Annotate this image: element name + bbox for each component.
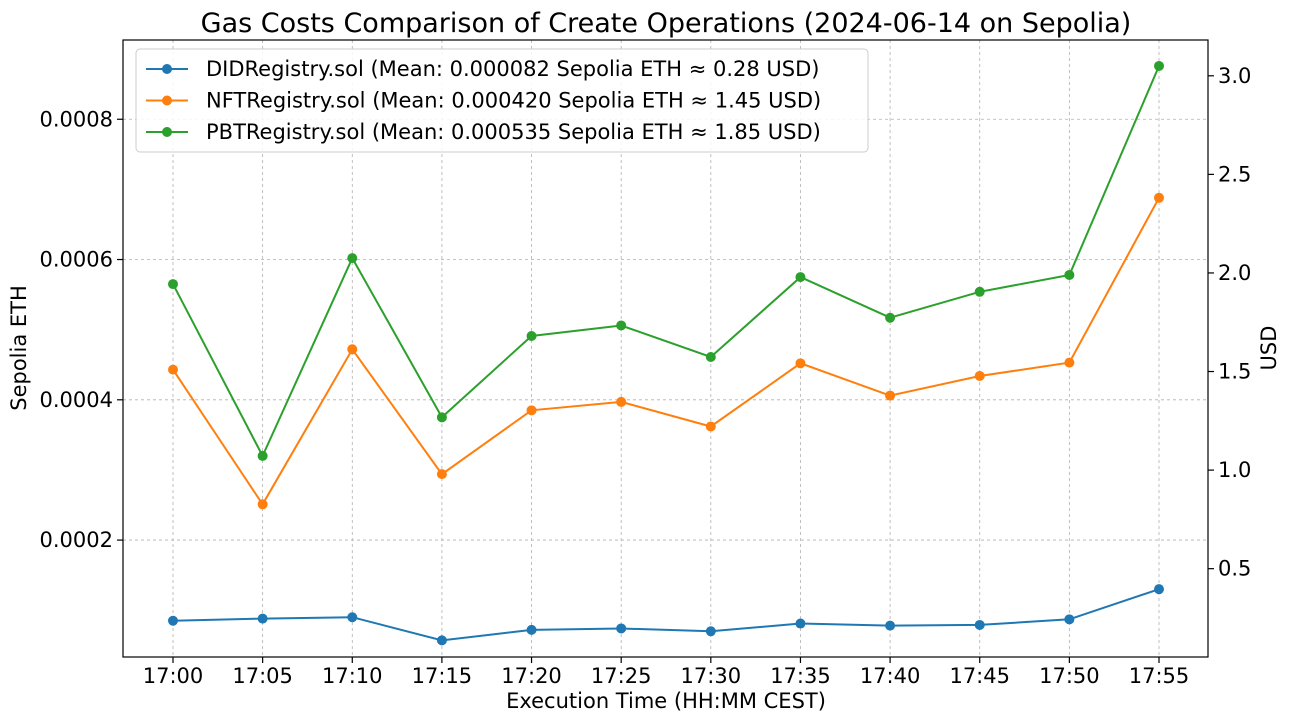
x-axis-label: Execution Time (HH:MM CEST)	[506, 689, 826, 713]
legend-item: NFTRegistry.sol (Mean: 0.000420 Sepolia …	[146, 89, 821, 113]
series-line	[172, 65, 1160, 459]
x-tick-label: 17:05	[232, 664, 293, 688]
y2-tick-label: 0.5	[1218, 557, 1251, 581]
legend-label: PBTRegistry.sol (Mean: 0.000535 Sepolia …	[206, 120, 821, 144]
x-tick-label: 17:40	[860, 664, 921, 688]
y2-tick-label: 1.5	[1218, 360, 1251, 384]
data-point	[526, 330, 537, 341]
x-axis: 17:00 17:05 17:10 17:15 17:20 17:25 17:30 17:35…	[143, 657, 1190, 688]
data-point	[795, 618, 806, 629]
data-point	[1064, 269, 1075, 280]
y-axis-label: Sepolia ETH	[7, 285, 31, 411]
data-point	[436, 412, 447, 423]
data-point	[705, 421, 716, 432]
x-tick-label: 17:55	[1129, 664, 1190, 688]
series-line	[172, 197, 1160, 507]
data-point	[795, 358, 806, 369]
y-tick-label: 0.0008	[40, 107, 113, 131]
y2-tick-label: 3.0	[1218, 64, 1251, 88]
data-point	[1064, 614, 1075, 625]
legend-marker	[162, 64, 172, 74]
data-point	[168, 279, 178, 290]
data-point	[1154, 584, 1164, 595]
data-point	[616, 320, 627, 331]
series-3	[168, 60, 1164, 461]
x-tick-label: 17:35	[770, 664, 831, 688]
x-tick-label: 17:15	[412, 664, 473, 688]
legend-item: DIDRegistry.sol (Mean: 0.000082 Sepolia …	[146, 57, 820, 81]
legend-label: NFTRegistry.sol (Mean: 0.000420 Sepolia …	[206, 89, 821, 113]
data-point	[436, 635, 447, 646]
legend-marker	[162, 127, 172, 137]
y-tick-label: 0.0006	[40, 248, 113, 272]
data-point	[168, 615, 178, 626]
series-1	[168, 584, 1164, 646]
data-point	[257, 613, 268, 624]
data-point	[168, 364, 178, 375]
x-tick-label: 17:25	[591, 664, 652, 688]
data-point	[526, 624, 537, 635]
x-tick-label: 17:00	[143, 664, 204, 688]
legend-item: PBTRegistry.sol (Mean: 0.000535 Sepolia …	[146, 120, 821, 144]
data-point	[257, 499, 268, 510]
data-point	[526, 405, 537, 416]
data-point	[1064, 357, 1075, 368]
chart-title: Gas Costs Comparison of Create Operation…	[201, 8, 1132, 39]
data-point	[616, 623, 627, 634]
plot-frame	[122, 39, 1209, 658]
data-point	[885, 312, 896, 323]
data-point	[436, 469, 447, 480]
data-point	[257, 450, 268, 461]
data-point	[795, 272, 806, 283]
data-point	[974, 619, 985, 630]
y2-axis-label: USD	[1257, 326, 1281, 371]
y2-tick-label: 2.0	[1218, 261, 1251, 285]
data-point	[347, 253, 358, 264]
data-point	[1154, 192, 1164, 203]
data-point	[974, 370, 985, 381]
x-tick-label: 17:45	[949, 664, 1010, 688]
y2-tick-label: 1.0	[1218, 458, 1251, 482]
x-tick-label: 17:10	[322, 664, 383, 688]
data-point	[885, 620, 896, 631]
legend-label: DIDRegistry.sol (Mean: 0.000082 Sepolia …	[206, 57, 820, 81]
series-2	[168, 192, 1164, 510]
data-point	[974, 286, 985, 297]
legend: DIDRegistry.sol (Mean: 0.000082 Sepolia …	[135, 48, 869, 153]
data-point	[885, 390, 896, 401]
data-point	[347, 612, 358, 623]
legend-marker	[162, 95, 172, 106]
x-tick-label: 17:30	[681, 664, 742, 688]
legend-box	[135, 48, 869, 153]
y-axis-left: 0.0002 0.0004 0.0006 0.0008	[40, 107, 123, 552]
data-point	[705, 352, 716, 363]
series-line	[172, 588, 1160, 642]
series-layer	[168, 60, 1164, 646]
x-tick-label: 17:50	[1039, 664, 1100, 688]
y2-tick-label: 2.5	[1218, 162, 1251, 186]
y-tick-label: 0.0002	[40, 528, 113, 552]
data-point	[1154, 60, 1164, 71]
x-tick-label: 17:20	[501, 664, 562, 688]
y-tick-label: 0.0004	[40, 388, 113, 412]
data-point	[616, 396, 627, 407]
data-point	[347, 344, 358, 355]
data-point	[705, 626, 716, 637]
y-axis-right: 0.5 1.0 1.5 2.0 2.5 3.0	[1208, 64, 1251, 581]
